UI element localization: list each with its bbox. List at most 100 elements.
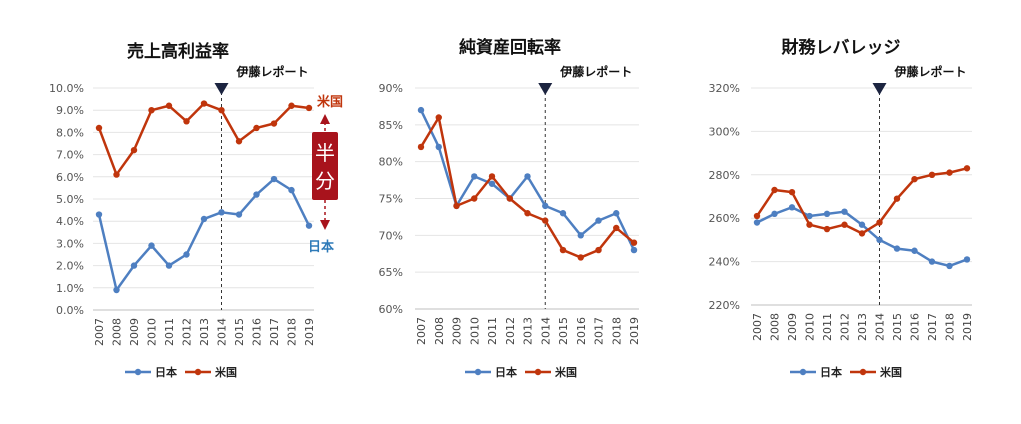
data-point [630,246,638,254]
x-tick-label: 2011 [821,313,834,341]
data-point [305,222,313,229]
chart-title: 財務レバレッジ [781,37,901,58]
x-tick-label: 2015 [891,313,904,341]
x-tick-label: 2016 [251,318,264,346]
report-marker-label: 伊藤レポート [894,64,967,79]
x-tick-label: 2008 [433,317,446,345]
data-point [963,256,971,263]
us-label: 米国 [317,94,343,110]
y-tick-label: 70% [379,229,403,242]
legend-marker [859,368,867,376]
x-tick-label: 2012 [504,317,517,345]
series-line [97,177,311,292]
data-point [559,210,567,217]
legend-label: 日本 [495,365,517,379]
data-point [471,195,478,202]
data-point [200,215,208,223]
x-tick-label: 2017 [268,318,281,346]
series-line [419,116,635,259]
y-tick-label: 9.0% [56,104,84,117]
data-point [270,120,278,127]
half-label: 半 [315,141,335,165]
data-point [876,219,883,226]
legend-marker [194,368,202,376]
x-tick-label: 2014 [216,318,229,346]
data-point [630,239,638,246]
data-point [911,247,918,254]
data-point [506,195,513,202]
data-point [130,262,138,269]
data-point [453,202,460,210]
data-point [270,175,278,183]
x-tick-label: 2015 [233,318,246,346]
data-point [841,221,848,228]
data-point [753,219,761,226]
x-tick-label: 2014 [874,313,887,341]
data-point [524,210,531,217]
x-tick-label: 2018 [286,318,299,346]
y-tick-label: 0.0% [56,304,84,317]
x-tick-label: 2008 [111,318,124,346]
data-point [823,210,831,218]
half-arrow-head-up [320,114,330,124]
data-point [288,186,295,194]
data-point [771,210,778,218]
data-point [858,221,866,228]
series-line [756,206,968,268]
data-point [911,175,918,183]
report-marker-label: 伊藤レポート [236,64,309,79]
legend-label: 日本 [820,365,842,379]
report-marker-label: 伊藤レポート [559,64,632,79]
x-tick-label: 2019 [303,318,316,346]
x-tick-label: 2009 [128,318,141,346]
x-tick-label: 2018 [944,313,957,341]
data-point [288,102,295,109]
data-point [417,143,425,151]
chart-title: 純資産回転率 [459,37,561,58]
y-tick-label: 80% [379,156,403,169]
data-point [183,118,190,125]
data-point [95,211,103,218]
legend-label: 米国 [554,365,577,379]
data-point [946,169,953,176]
x-tick-label: 2013 [522,317,535,345]
x-tick-label: 2016 [909,313,922,341]
data-point [963,165,971,172]
data-point [488,180,496,187]
data-point [148,242,155,249]
x-tick-label: 2012 [839,313,852,341]
jp-label: 日本 [308,239,334,255]
data-point [928,171,936,178]
x-tick-label: 2017 [593,317,606,345]
data-point [253,191,260,198]
data-point [417,106,425,114]
data-point [595,246,602,254]
data-point [253,124,260,132]
y-tick-label: 7.0% [56,149,84,162]
data-point [95,124,103,132]
data-point [771,186,778,194]
data-point [577,232,584,239]
legend-marker [134,368,142,376]
data-point [524,173,531,180]
data-point [435,114,442,121]
x-tick-label: 2019 [961,313,974,341]
y-tick-label: 90% [379,82,403,95]
y-tick-label: 4.0% [56,215,84,228]
data-point [946,262,953,270]
data-point [806,212,813,220]
data-point [305,104,313,112]
y-tick-label: 60% [379,303,403,316]
x-tick-label: 2016 [575,317,588,345]
y-tick-label: 320% [709,82,740,95]
y-tick-label: 10.0% [49,82,84,95]
data-point [235,211,243,218]
half-arrow-head-down [320,220,330,230]
x-tick-label: 2013 [198,318,211,346]
data-point [148,107,155,114]
y-tick-label: 75% [379,193,403,206]
series-line [97,102,310,176]
x-tick-label: 2010 [804,313,817,341]
report-marker-triangle [214,83,229,95]
